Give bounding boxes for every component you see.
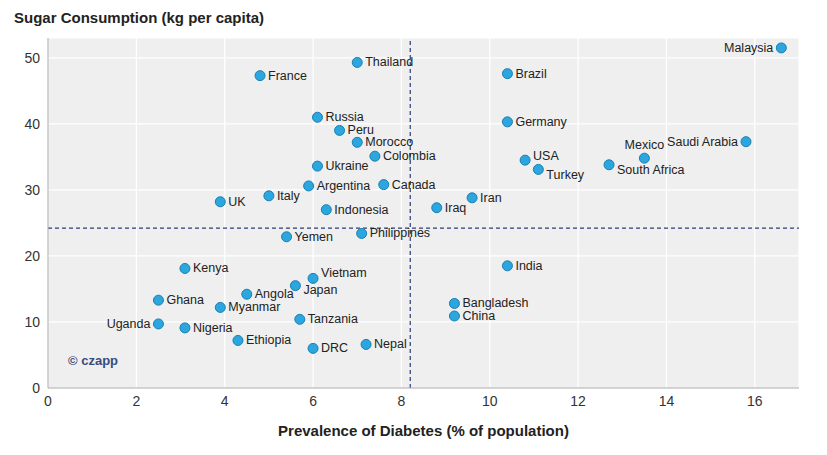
svg-text:20: 20 (24, 248, 40, 264)
svg-text:10: 10 (482, 393, 498, 409)
svg-text:50: 50 (24, 50, 40, 66)
svg-text:Nigeria: Nigeria (193, 321, 233, 335)
svg-text:0: 0 (32, 380, 40, 396)
svg-text:0: 0 (44, 393, 52, 409)
svg-text:Peru: Peru (347, 123, 374, 138)
svg-text:Iraq: Iraq (445, 201, 467, 215)
svg-text:Argentina: Argentina (317, 179, 371, 193)
svg-text:12: 12 (570, 393, 586, 409)
svg-text:Turkey: Turkey (546, 168, 584, 182)
svg-text:Canada: Canada (392, 178, 436, 192)
svg-text:30: 30 (24, 182, 40, 198)
svg-text:Ethiopia: Ethiopia (246, 333, 291, 347)
svg-text:10: 10 (24, 314, 40, 330)
svg-text:Mexico: Mexico (625, 138, 665, 152)
svg-text:Ukraine: Ukraine (325, 159, 368, 173)
svg-text:16: 16 (747, 393, 763, 409)
svg-text:Tanzania: Tanzania (308, 312, 358, 326)
svg-text:Nepal: Nepal (374, 337, 407, 351)
svg-text:South Africa: South Africa (617, 163, 684, 177)
svg-text:Bangladesh: Bangladesh (462, 296, 529, 311)
svg-text:Russia: Russia (325, 110, 363, 124)
svg-text:Japan: Japan (303, 283, 337, 297)
svg-text:6: 6 (309, 393, 317, 409)
html-text:Sugar Consumption (kg per capi: Sugar Consumption (kg per capita) (14, 9, 264, 26)
svg-text:Colombia: Colombia (383, 149, 436, 163)
svg-text:Malaysia: Malaysia (724, 41, 773, 55)
svg-text:4: 4 (221, 393, 229, 409)
svg-text:Uganda: Uganda (107, 317, 151, 331)
svg-text:Vietnam: Vietnam (321, 266, 367, 280)
svg-text:Thailand: Thailand (365, 55, 413, 69)
svg-text:France: France (268, 69, 307, 83)
svg-text:40: 40 (24, 116, 40, 132)
svg-text:Brazil: Brazil (515, 67, 546, 81)
svg-text:Prevalence of Diabetes (% of p: Prevalence of Diabetes (% of population) (278, 422, 569, 439)
svg-text:14: 14 (659, 393, 675, 409)
svg-text:India: India (515, 259, 542, 273)
html-text:© czapp: © czapp (68, 353, 118, 368)
svg-text:Ghana: Ghana (166, 293, 204, 307)
svg-text:Myanmar: Myanmar (228, 300, 280, 314)
svg-text:2: 2 (132, 393, 140, 409)
svg-text:Angola: Angola (255, 287, 294, 301)
svg-text:Iran: Iran (480, 191, 502, 205)
svg-text:Yemen: Yemen (295, 230, 334, 244)
svg-text:Philippines: Philippines (370, 226, 430, 240)
svg-text:Saudi Arabia: Saudi Arabia (667, 135, 738, 149)
svg-text:Kenya: Kenya (193, 261, 228, 275)
svg-text:Morocco: Morocco (365, 135, 413, 149)
svg-text:UK: UK (228, 195, 246, 209)
svg-text:8: 8 (398, 393, 406, 409)
svg-text:Italy: Italy (277, 189, 301, 203)
svg-text:China: China (462, 309, 495, 323)
svg-text:DRC: DRC (321, 341, 348, 355)
svg-text:USA: USA (533, 149, 559, 163)
svg-text:Indonesia: Indonesia (334, 203, 388, 217)
svg-text:Germany: Germany (515, 115, 567, 129)
